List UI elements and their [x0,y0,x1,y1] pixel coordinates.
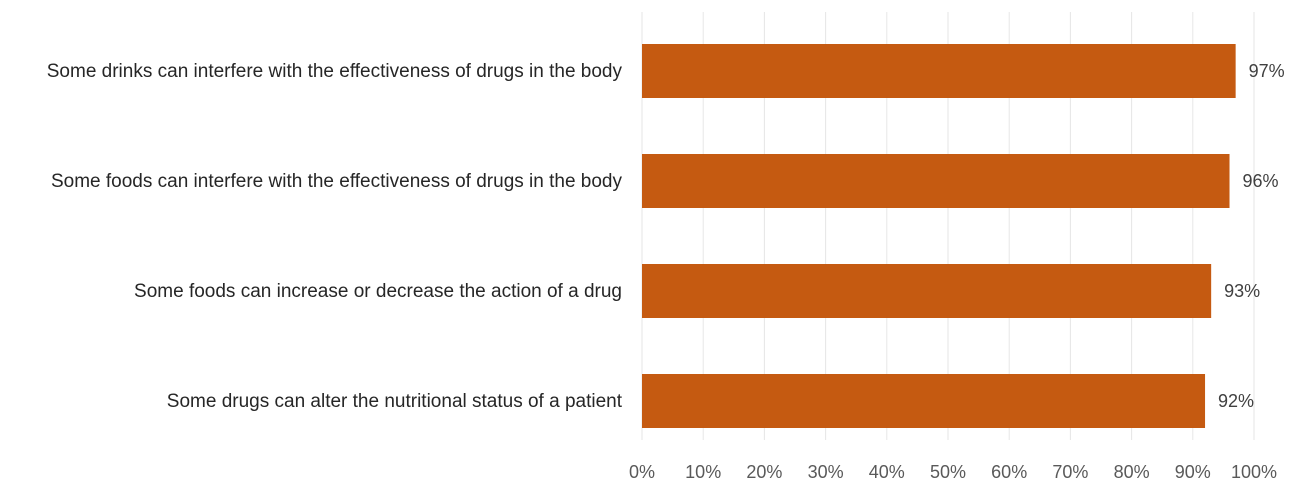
data-label: 97% [1249,61,1285,81]
x-tick-label: 20% [746,462,782,481]
data-label: 92% [1218,391,1254,411]
x-tick-label: 30% [808,462,844,481]
x-axis-tick-labels: 0% 10% 20% 30% 40% 50% 60% 70% 80% 90% 100% [629,462,1277,481]
x-tick-label: 60% [991,462,1027,481]
category-label: Some drinks can interfere with the effec… [47,61,623,82]
bar [642,374,1206,428]
bar [642,44,1236,98]
x-tick-label: 70% [1052,462,1088,481]
bars [642,44,1236,428]
bar [642,264,1212,318]
data-label: 93% [1224,281,1260,301]
category-label: Some drugs can alter the nutritional sta… [167,391,623,412]
category-label: Some foods can interfere with the effect… [51,171,623,192]
x-tick-label: 100% [1231,462,1277,481]
x-tick-label: 40% [869,462,905,481]
category-label: Some foods can increase or decrease the … [134,281,622,302]
bar [642,154,1230,208]
data-label: 96% [1243,171,1279,191]
x-tick-label: 50% [930,462,966,481]
x-tick-label: 90% [1175,462,1211,481]
x-tick-label: 80% [1114,462,1150,481]
x-tick-label: 0% [629,462,655,481]
x-tick-label: 10% [685,462,721,481]
data-labels: 97% 96% 93% 92% [1218,61,1285,411]
category-labels: Some drinks can interfere with the effec… [47,61,623,412]
